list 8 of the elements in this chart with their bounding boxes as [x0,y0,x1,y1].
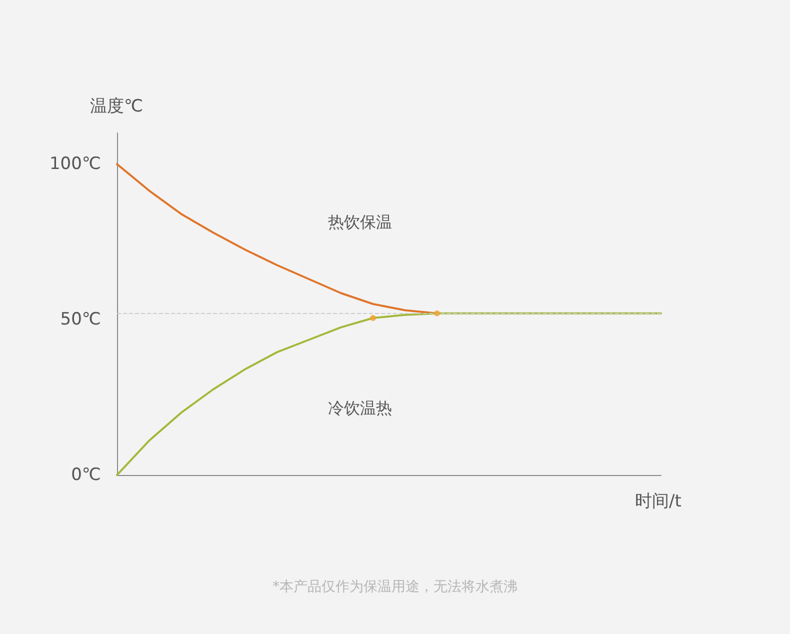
text: *本产品仅作为保温用途，无法将水煮沸 [272,579,518,595]
y-axis-title: 温度℃ [90,96,144,116]
y-tick-label: 50℃ [60,310,101,330]
annotation: 冷饮温热 [328,398,392,418]
y-tick-label: 0℃ [71,465,101,485]
annotation: 热饮保温 [328,212,392,232]
y-tick-label: 100℃ [49,154,101,174]
x-axis-title: 时间/t [635,492,682,512]
